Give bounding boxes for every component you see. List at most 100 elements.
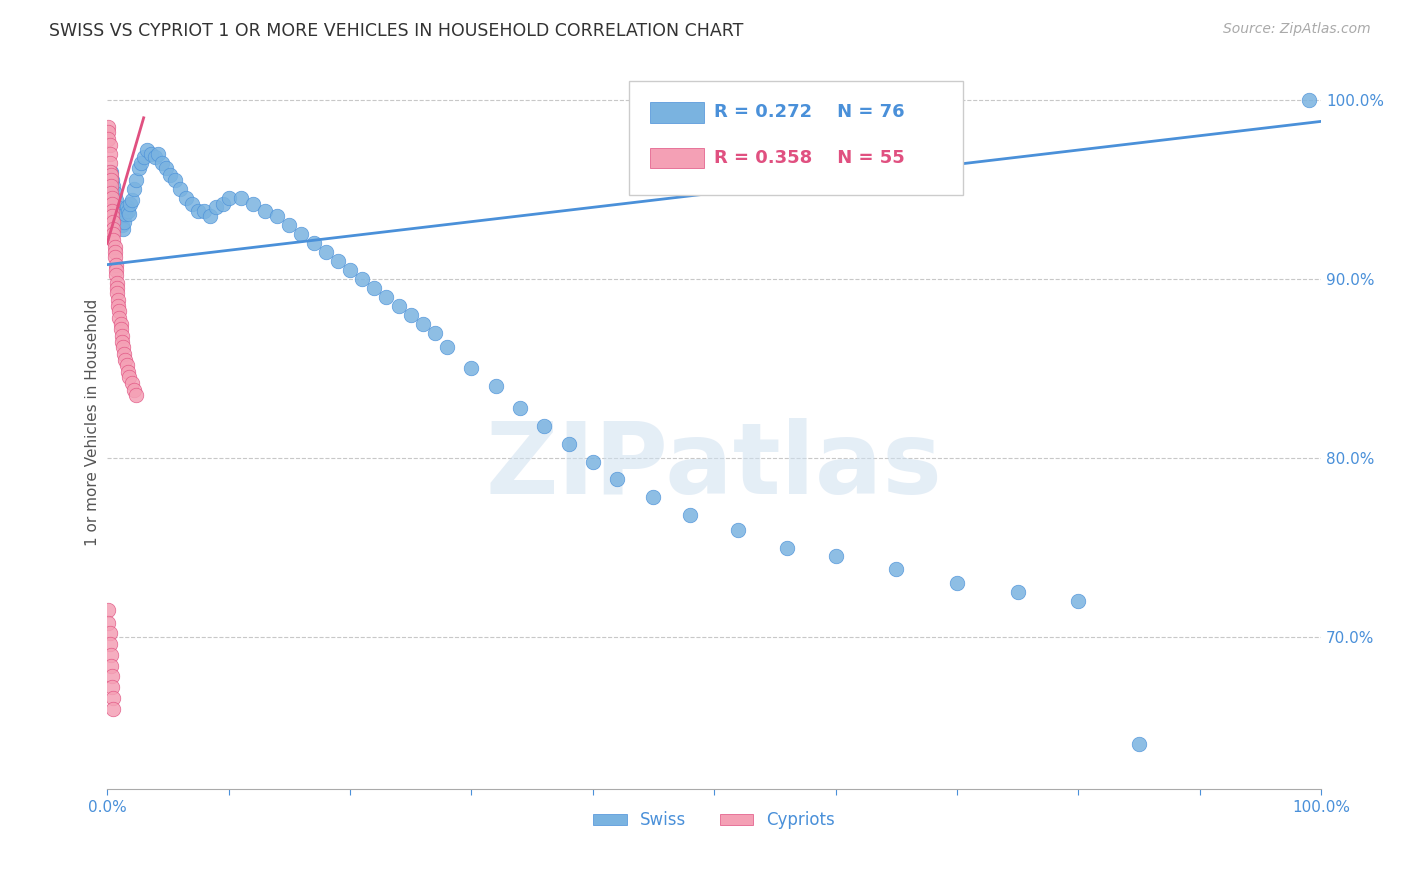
Point [100, 178, 122, 193]
Point [110, 322, 132, 336]
Text: Source: ZipAtlas.com: Source: ZipAtlas.com [1223, 22, 1371, 37]
Point [193, 203, 215, 218]
Point [1128, 738, 1150, 752]
Point [108, 214, 131, 228]
Point [169, 182, 191, 196]
Text: R = 0.272    N = 76: R = 0.272 N = 76 [714, 103, 905, 121]
Point [117, 365, 139, 379]
Point [118, 207, 141, 221]
Text: SWISS VS CYPRIOT 1 OR MORE VEHICLES IN HOUSEHOLD CORRELATION CHART: SWISS VS CYPRIOT 1 OR MORE VEHICLES IN H… [49, 22, 744, 40]
Point [105, 276, 128, 290]
Point [139, 146, 162, 161]
Point [101, 669, 124, 683]
Point [339, 263, 361, 277]
Point [110, 209, 132, 223]
Point [98, 146, 121, 161]
Point [122, 383, 145, 397]
Point [103, 178, 125, 193]
Point [103, 251, 125, 265]
Point [104, 193, 127, 207]
Point [387, 299, 409, 313]
Point [103, 240, 125, 254]
Text: ZIPatlas: ZIPatlas [485, 417, 942, 515]
Point [122, 182, 145, 196]
Point [125, 173, 148, 187]
Point [114, 352, 136, 367]
Point [103, 222, 125, 236]
Point [582, 454, 605, 468]
Point [98, 164, 121, 178]
Point [776, 541, 799, 555]
Point [111, 219, 134, 233]
Point [97, 132, 120, 146]
Point [136, 143, 159, 157]
Point [290, 227, 312, 242]
Point [412, 317, 434, 331]
Point [101, 209, 124, 223]
Point [103, 701, 125, 715]
Point [100, 168, 122, 182]
Point [121, 193, 143, 207]
Point [101, 191, 124, 205]
Point [108, 304, 131, 318]
Point [110, 317, 132, 331]
Point [200, 209, 222, 223]
Point [155, 161, 177, 175]
Point [97, 120, 120, 134]
Point [101, 173, 124, 187]
Point [98, 137, 121, 152]
Point [211, 196, 233, 211]
Point [97, 125, 120, 139]
Point [115, 358, 138, 372]
Point [104, 263, 127, 277]
Point [143, 150, 166, 164]
Point [103, 245, 125, 260]
Point [104, 268, 127, 283]
Point [509, 401, 531, 415]
Point [824, 549, 846, 564]
Point [101, 680, 124, 694]
Point [120, 196, 142, 211]
Point [108, 311, 131, 326]
Bar [650, 102, 704, 123]
Point [1298, 93, 1320, 107]
Point [111, 329, 134, 343]
Point [315, 245, 337, 260]
Point [229, 191, 252, 205]
Point [100, 186, 122, 200]
Point [101, 196, 124, 211]
Point [148, 146, 170, 161]
Point [103, 227, 125, 242]
Point [107, 299, 129, 313]
Point [132, 150, 155, 164]
Point [254, 203, 277, 218]
Point [98, 155, 121, 169]
Point [112, 347, 135, 361]
Point [266, 209, 288, 223]
Point [100, 164, 122, 178]
Point [174, 191, 197, 205]
Point [111, 334, 134, 349]
Point [218, 191, 240, 205]
Point [107, 293, 129, 308]
Point [105, 200, 128, 214]
Point [533, 418, 555, 433]
Point [129, 155, 152, 169]
Point [105, 281, 128, 295]
Point [121, 376, 143, 390]
Point [187, 203, 209, 218]
FancyBboxPatch shape [630, 81, 963, 194]
Point [114, 207, 136, 221]
Y-axis label: 1 or more Vehicles in Household: 1 or more Vehicles in Household [86, 299, 100, 546]
Point [125, 388, 148, 402]
Point [205, 200, 228, 214]
Point [375, 290, 398, 304]
Point [165, 173, 187, 187]
Point [436, 340, 458, 354]
Point [97, 603, 120, 617]
Point [159, 168, 181, 182]
Point [460, 361, 482, 376]
Point [101, 203, 124, 218]
Point [111, 222, 134, 236]
Point [884, 562, 907, 576]
